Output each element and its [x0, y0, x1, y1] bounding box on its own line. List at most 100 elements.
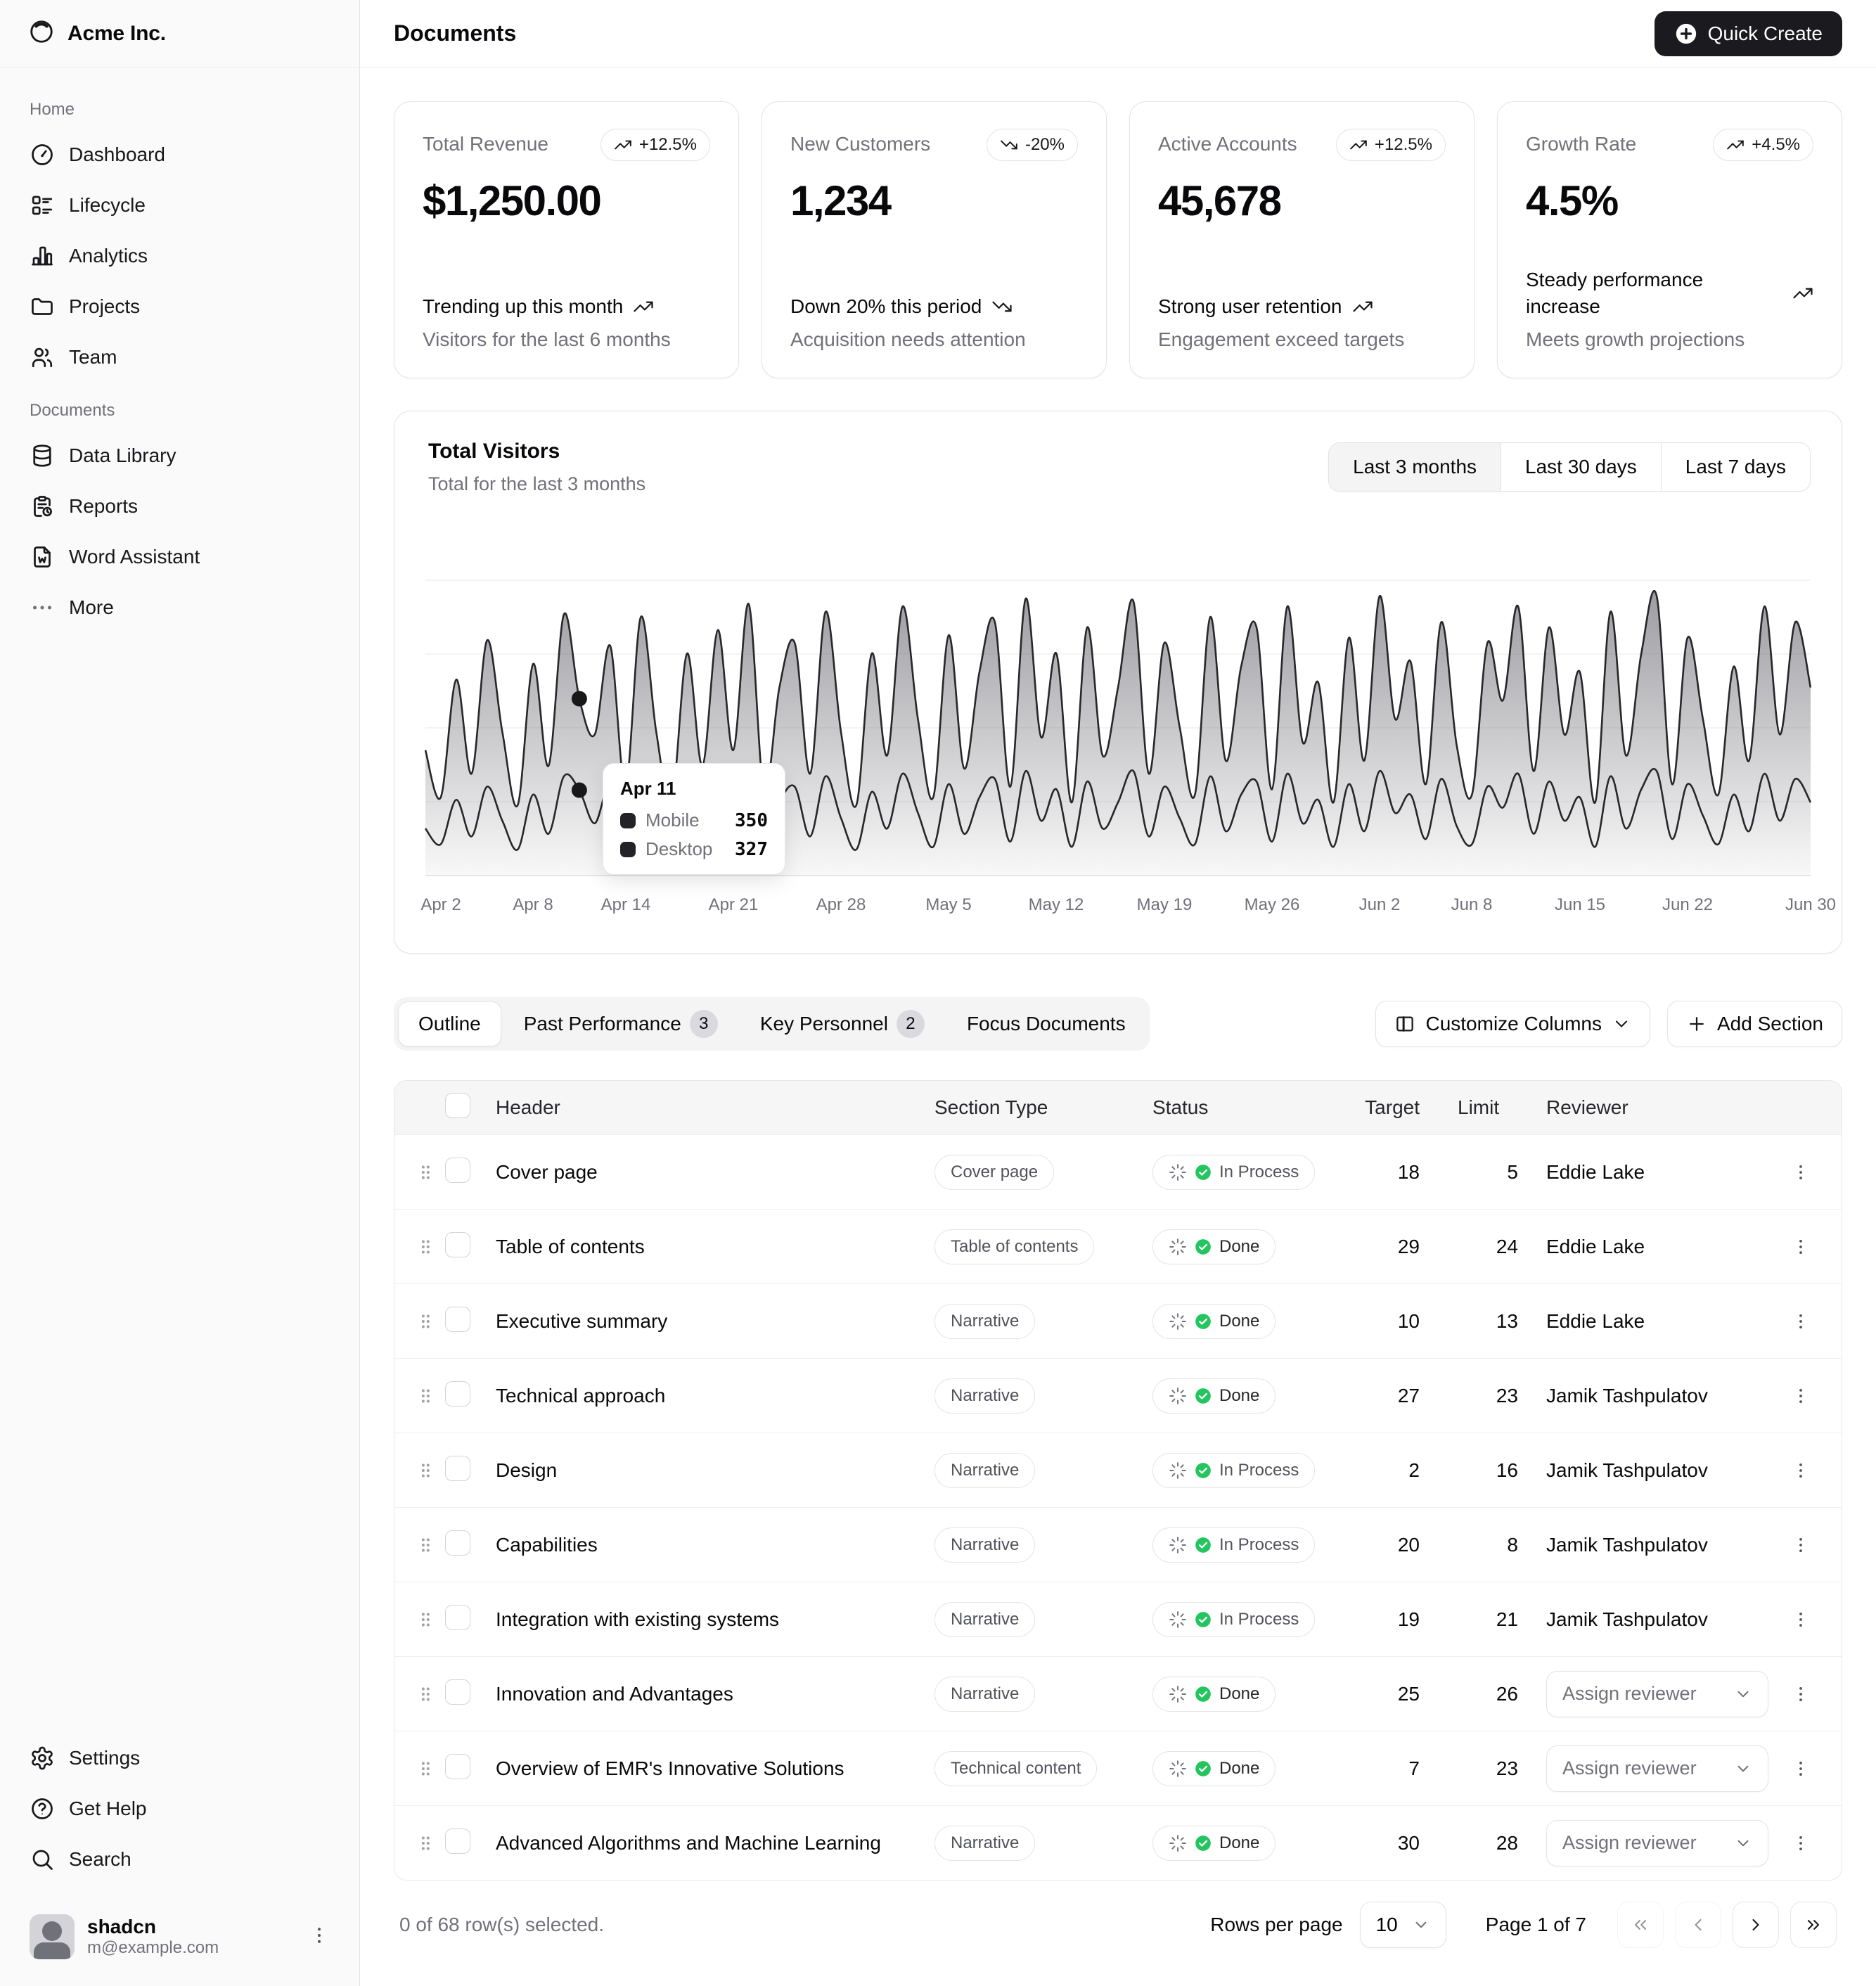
drag-handle[interactable] [411, 1829, 439, 1857]
sidebar-item-team[interactable]: Team [17, 332, 342, 383]
row-menu-button[interactable] [1785, 1530, 1816, 1561]
drag-handle[interactable] [411, 1158, 439, 1186]
chevron-down-icon [1734, 1834, 1752, 1852]
section-header[interactable]: Table of contents [496, 1235, 645, 1257]
sidebar-item-get-help[interactable]: Get Help [17, 1783, 342, 1834]
section-header[interactable]: Integration with existing systems [496, 1608, 780, 1630]
tab-key-personnel[interactable]: Key Personnel 2 [740, 1001, 944, 1046]
range-last-3-months[interactable]: Last 3 months [1329, 443, 1501, 491]
target-value[interactable]: 20 [1397, 1533, 1420, 1556]
sidebar-item-reports[interactable]: Reports [17, 481, 342, 532]
row-menu-button[interactable] [1785, 1604, 1816, 1635]
target-value[interactable]: 27 [1397, 1384, 1420, 1407]
assign-reviewer-select[interactable]: Assign reviewer [1546, 1819, 1768, 1866]
sidebar-brand[interactable]: Acme Inc. [0, 0, 359, 68]
user-menu[interactable]: shadcn m@example.com [17, 1904, 342, 1978]
row-checkbox[interactable] [445, 1605, 470, 1630]
sidebar-item-search[interactable]: Search [17, 1834, 342, 1885]
row-menu-button[interactable] [1785, 1157, 1816, 1188]
target-value[interactable]: 10 [1397, 1309, 1420, 1332]
target-value[interactable]: 19 [1397, 1608, 1420, 1630]
limit-value[interactable]: 13 [1496, 1309, 1518, 1332]
tab-focus-documents[interactable]: Focus Documents [947, 1001, 1145, 1046]
range-last-30-days[interactable]: Last 30 days [1501, 443, 1661, 491]
table-row: Integration with existing systems Narrat… [394, 1582, 1842, 1656]
limit-value[interactable]: 5 [1507, 1160, 1518, 1183]
section-header[interactable]: Technical approach [496, 1384, 666, 1407]
row-menu-button[interactable] [1785, 1828, 1816, 1859]
row-menu-button[interactable] [1785, 1455, 1816, 1486]
sidebar-item-settings[interactable]: Settings [17, 1733, 342, 1783]
drag-handle[interactable] [411, 1606, 439, 1634]
tab-past-performance[interactable]: Past Performance 3 [504, 1001, 738, 1046]
limit-value[interactable]: 28 [1496, 1831, 1518, 1854]
column-header: Limit [1458, 1096, 1500, 1118]
section-header[interactable]: Capabilities [496, 1533, 598, 1556]
section-header[interactable]: Innovation and Advantages [496, 1682, 733, 1705]
status-badge: In Process [1152, 1154, 1316, 1190]
row-checkbox[interactable] [445, 1828, 470, 1854]
row-checkbox[interactable] [445, 1158, 470, 1183]
target-value[interactable]: 25 [1397, 1682, 1420, 1705]
row-checkbox[interactable] [445, 1679, 470, 1705]
quick-create-button[interactable]: Quick Create [1654, 11, 1842, 56]
assign-reviewer-select[interactable]: Assign reviewer [1546, 1745, 1768, 1792]
sidebar-item-lifecycle[interactable]: Lifecycle [17, 180, 342, 231]
section-header[interactable]: Advanced Algorithms and Machine Learning [496, 1831, 881, 1854]
next-page-button[interactable] [1733, 1902, 1779, 1948]
row-checkbox[interactable] [445, 1232, 470, 1257]
section-header[interactable]: Overview of EMR's Innovative Solutions [496, 1757, 844, 1779]
add-section-button[interactable]: Add Section [1667, 1001, 1842, 1047]
last-page-button[interactable] [1790, 1902, 1837, 1948]
assign-reviewer-select[interactable]: Assign reviewer [1546, 1670, 1768, 1717]
target-value[interactable]: 2 [1408, 1459, 1420, 1481]
section-header[interactable]: Design [496, 1459, 558, 1481]
sidebar: Acme Inc. Home Dashboard Lifecycle Analy… [0, 0, 360, 1986]
select-all-checkbox[interactable] [445, 1092, 470, 1118]
target-value[interactable]: 7 [1408, 1757, 1420, 1779]
drag-handle[interactable] [411, 1307, 439, 1335]
row-checkbox[interactable] [445, 1307, 470, 1332]
row-menu-button[interactable] [1785, 1306, 1816, 1337]
limit-value[interactable]: 8 [1507, 1533, 1518, 1556]
row-menu-button[interactable] [1785, 1679, 1816, 1710]
drag-handle[interactable] [411, 1233, 439, 1261]
section-header[interactable]: Executive summary [496, 1309, 668, 1332]
previous-page-button[interactable] [1675, 1902, 1721, 1948]
sidebar-item-word-assistant[interactable]: Word Assistant [17, 532, 342, 582]
row-checkbox[interactable] [445, 1456, 470, 1481]
tab-outline[interactable]: Outline [398, 1001, 501, 1046]
table-row: Table of contents Table of contents Done… [394, 1209, 1842, 1283]
row-menu-button[interactable] [1785, 1380, 1816, 1411]
sidebar-item-analytics[interactable]: Analytics [17, 231, 342, 281]
row-checkbox[interactable] [445, 1530, 470, 1556]
limit-value[interactable]: 23 [1496, 1757, 1518, 1779]
first-page-button[interactable] [1617, 1902, 1664, 1948]
row-checkbox[interactable] [445, 1754, 470, 1779]
rows-per-page-select[interactable]: 10 [1359, 1902, 1446, 1948]
sidebar-item-more[interactable]: More [17, 582, 342, 633]
row-menu-button[interactable] [1785, 1753, 1816, 1784]
row-checkbox[interactable] [445, 1381, 470, 1407]
circle-plus-icon [1674, 22, 1698, 46]
drag-handle[interactable] [411, 1456, 439, 1485]
drag-handle[interactable] [411, 1531, 439, 1559]
limit-value[interactable]: 24 [1496, 1235, 1518, 1257]
target-value[interactable]: 30 [1397, 1831, 1420, 1854]
row-menu-button[interactable] [1785, 1231, 1816, 1262]
drag-handle[interactable] [411, 1755, 439, 1783]
customize-columns-button[interactable]: Customize Columns [1375, 1001, 1650, 1047]
sidebar-item-projects[interactable]: Projects [17, 281, 342, 332]
limit-value[interactable]: 23 [1496, 1384, 1518, 1407]
target-value[interactable]: 29 [1397, 1235, 1420, 1257]
sidebar-item-data-library[interactable]: Data Library [17, 430, 342, 481]
limit-value[interactable]: 21 [1496, 1608, 1518, 1630]
sidebar-item-dashboard[interactable]: Dashboard [17, 129, 342, 180]
drag-handle[interactable] [411, 1680, 439, 1708]
limit-value[interactable]: 26 [1496, 1682, 1518, 1705]
range-last-7-days[interactable]: Last 7 days [1660, 443, 1810, 491]
section-header[interactable]: Cover page [496, 1160, 598, 1183]
drag-handle[interactable] [411, 1382, 439, 1410]
limit-value[interactable]: 16 [1496, 1459, 1518, 1481]
target-value[interactable]: 18 [1397, 1160, 1420, 1183]
